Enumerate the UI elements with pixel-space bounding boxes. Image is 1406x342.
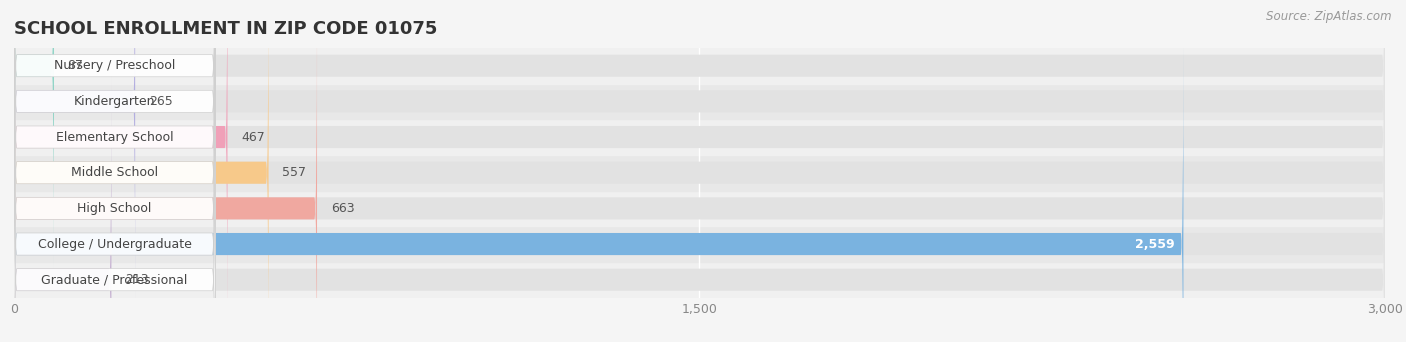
Text: Kindergarten: Kindergarten	[75, 95, 155, 108]
FancyBboxPatch shape	[14, 41, 1385, 342]
FancyBboxPatch shape	[14, 0, 135, 304]
FancyBboxPatch shape	[14, 0, 1385, 269]
FancyBboxPatch shape	[14, 41, 1184, 342]
FancyBboxPatch shape	[14, 0, 269, 342]
Text: Source: ZipAtlas.com: Source: ZipAtlas.com	[1267, 10, 1392, 23]
FancyBboxPatch shape	[14, 0, 1385, 342]
FancyBboxPatch shape	[14, 77, 215, 342]
Text: 265: 265	[149, 95, 173, 108]
Text: Middle School: Middle School	[72, 166, 157, 179]
FancyBboxPatch shape	[14, 77, 111, 342]
FancyBboxPatch shape	[14, 0, 215, 340]
Text: Elementary School: Elementary School	[56, 131, 173, 144]
Text: Nursery / Preschool: Nursery / Preschool	[53, 59, 176, 72]
Bar	[14, 190, 1385, 226]
FancyBboxPatch shape	[14, 0, 1385, 304]
Text: 557: 557	[283, 166, 307, 179]
FancyBboxPatch shape	[14, 0, 53, 269]
Text: College / Undergraduate: College / Undergraduate	[38, 238, 191, 251]
FancyBboxPatch shape	[14, 0, 1385, 340]
Bar	[14, 48, 1385, 83]
Bar	[14, 226, 1385, 262]
FancyBboxPatch shape	[14, 5, 316, 342]
Bar	[14, 262, 1385, 298]
Text: 213: 213	[125, 273, 149, 286]
FancyBboxPatch shape	[14, 41, 215, 342]
FancyBboxPatch shape	[14, 0, 215, 269]
Bar	[14, 83, 1385, 119]
Text: 663: 663	[330, 202, 354, 215]
Text: 2,559: 2,559	[1135, 238, 1174, 251]
Text: SCHOOL ENROLLMENT IN ZIP CODE 01075: SCHOOL ENROLLMENT IN ZIP CODE 01075	[14, 20, 437, 38]
FancyBboxPatch shape	[14, 5, 215, 342]
Text: High School: High School	[77, 202, 152, 215]
Bar	[14, 119, 1385, 155]
Bar	[14, 155, 1385, 190]
Text: Graduate / Professional: Graduate / Professional	[41, 273, 188, 286]
Text: 87: 87	[67, 59, 83, 72]
FancyBboxPatch shape	[14, 0, 215, 342]
FancyBboxPatch shape	[14, 77, 1385, 342]
FancyBboxPatch shape	[14, 5, 1385, 342]
FancyBboxPatch shape	[14, 0, 215, 304]
FancyBboxPatch shape	[14, 0, 228, 340]
Text: 467: 467	[242, 131, 264, 144]
